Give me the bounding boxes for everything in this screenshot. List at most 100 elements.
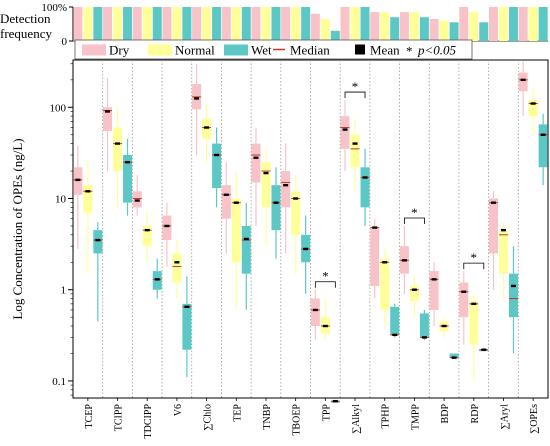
mean-marker	[441, 324, 447, 328]
detection-bar	[508, 7, 518, 41]
box-iqr	[281, 171, 291, 208]
detection-bar	[271, 7, 281, 41]
box-iqr	[142, 225, 152, 247]
detection-bar	[83, 7, 93, 41]
detection-bar	[518, 7, 528, 41]
box-iqr	[113, 127, 123, 172]
boxplot-wet-tphp	[390, 303, 400, 338]
detection-bar	[409, 12, 419, 41]
mean-marker	[411, 288, 417, 291]
detection-bar	[93, 7, 103, 41]
mean-marker	[85, 190, 91, 193]
mean-marker	[421, 336, 427, 339]
detection-bar	[212, 7, 222, 41]
box-iqr	[380, 258, 390, 310]
boxplot-wet-v6	[182, 276, 192, 378]
box-iqr	[291, 191, 301, 235]
detection-bar	[488, 7, 498, 41]
mean-marker	[125, 161, 131, 164]
legend-label-mean: Mean	[370, 43, 400, 58]
mean-marker	[490, 201, 496, 204]
significance-star: *	[411, 205, 418, 220]
mean-marker	[312, 308, 318, 312]
significance-star: *	[322, 269, 329, 284]
box-iqr	[241, 225, 251, 274]
box-iqr	[221, 185, 231, 219]
boxplot-normal-tep	[231, 171, 241, 310]
boxplot-wet-bdp	[449, 353, 459, 359]
detection-bar	[241, 7, 251, 41]
box-iqr	[488, 198, 498, 254]
boxplot-dry-sum-alkyl	[340, 100, 350, 172]
detection-bar	[528, 7, 538, 41]
mean-marker	[204, 126, 210, 129]
box-iqr	[310, 298, 320, 327]
boxplot-wet-sum-opes	[538, 113, 548, 186]
legend-swatch-normal	[148, 44, 172, 56]
category-label-tcep: TCEP	[84, 404, 95, 429]
detection-bar	[182, 7, 192, 41]
detection-bar	[459, 7, 469, 41]
boxplot-normal-sum-aryl	[498, 222, 508, 299]
detection-bar	[113, 7, 123, 41]
box-iqr	[162, 215, 172, 241]
detection-bar	[538, 7, 548, 41]
detection-bar	[172, 7, 182, 41]
box-iqr	[360, 167, 370, 208]
box-iqr	[261, 162, 271, 208]
detection-bar	[73, 7, 83, 41]
category-label-tdcipp: TDCIPP	[143, 404, 154, 439]
box-iqr	[518, 72, 528, 92]
mean-marker	[401, 259, 407, 262]
legend-mean-square	[355, 44, 365, 55]
mean-marker	[500, 228, 506, 232]
boxplot-normal-tpp	[320, 298, 330, 341]
category-label-tphp: TPHP	[381, 404, 392, 429]
mean-marker	[243, 237, 249, 241]
boxplot-normal-tboep	[291, 175, 301, 274]
boxplot-dry-bdp	[429, 262, 439, 327]
category-label-rdp: RDP	[470, 404, 481, 424]
detection-bar	[380, 12, 390, 41]
mean-marker	[134, 199, 140, 202]
y-tick-label: 1	[61, 285, 67, 297]
category-label-tpp: TPP	[321, 404, 332, 422]
top-ylabel-line2: frequency	[0, 26, 52, 41]
detection-bar	[221, 7, 231, 41]
box-iqr	[103, 107, 113, 131]
mean-marker	[263, 171, 269, 175]
box-iqr	[271, 185, 281, 231]
boxplot-normal-v6	[172, 240, 182, 299]
legend: Dry Normal Wet Median Mean * p<0.05	[74, 39, 473, 60]
legend-swatch-wet	[224, 44, 248, 56]
boxplot-dry-v6	[162, 202, 172, 267]
y-axis-title: Log Concentration of OPEs (ng/L)	[10, 138, 25, 319]
boxplot-normal-tcep	[83, 160, 93, 274]
detection-bar	[192, 7, 202, 41]
boxplot-normal-tmpp	[409, 276, 419, 318]
mean-marker	[184, 305, 190, 308]
mean-marker	[95, 238, 101, 242]
boxplot-dry-rdp	[459, 271, 469, 345]
mean-marker	[530, 102, 536, 105]
mean-marker	[322, 324, 328, 328]
mean-marker	[362, 176, 368, 179]
detection-bar	[231, 7, 241, 41]
mean-marker	[352, 142, 358, 145]
boxplot-normal-bdp	[439, 317, 449, 338]
y-tick-label: 10	[55, 194, 67, 206]
detection-bar	[479, 22, 489, 41]
y-tick-label: 0.1	[52, 376, 66, 388]
boxplot-normal-sum-chlo	[202, 103, 212, 163]
box-iqr	[350, 134, 360, 168]
significance-bracket-rdp: *	[463, 250, 485, 270]
category-label-tep: TEP	[232, 404, 243, 422]
box-iqr	[132, 191, 142, 208]
detection-bar	[390, 17, 400, 41]
boxplot-wet-sum-alkyl	[360, 148, 370, 226]
significance-bracket-tpp: *	[314, 269, 336, 288]
box-iqr	[182, 303, 192, 350]
boxplot-normal-sum-opes	[528, 88, 538, 135]
